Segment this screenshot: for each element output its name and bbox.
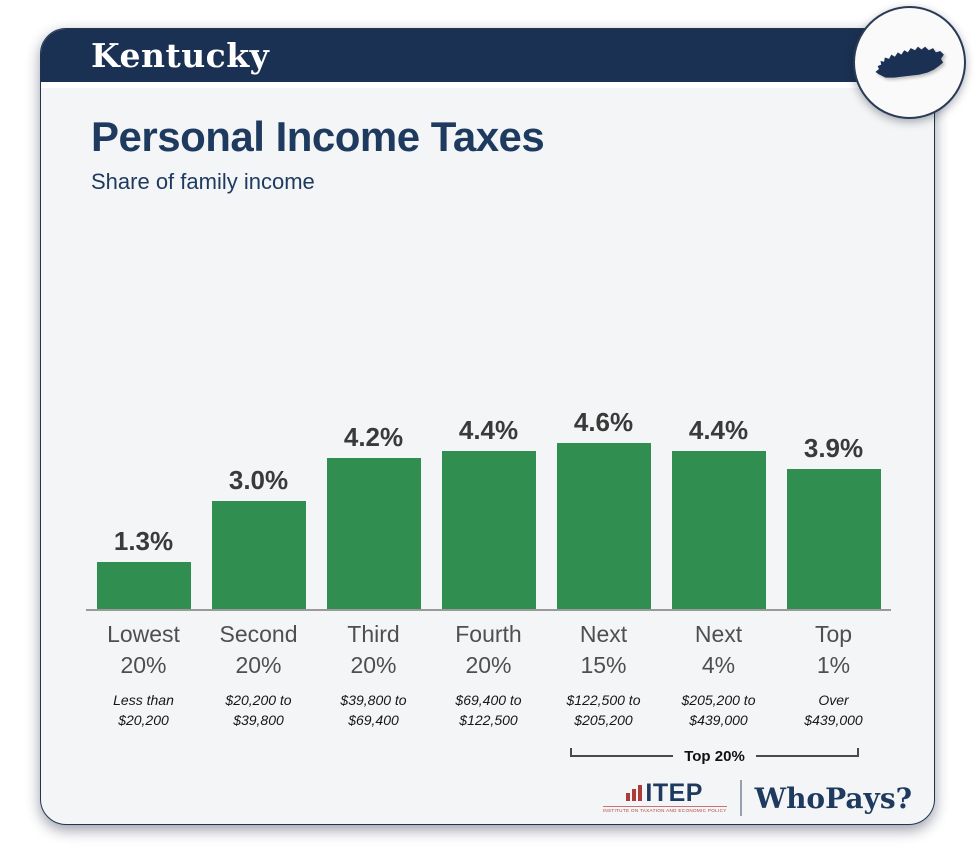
x-axis-line: [86, 609, 891, 611]
axis-labels: Lowest 20% Less than $20,200 Second 20% $20,20…: [86, 619, 891, 730]
bar-chart: 1.3% 3.0% 4.2% 4.4% 4.6% 4.4% 3.9%: [86, 349, 891, 609]
report-card: Kentucky Personal Income Taxes Share of …: [40, 28, 935, 825]
axis-label-column: Top 1% Over $439,000: [776, 619, 891, 730]
header-divider: [41, 82, 934, 88]
bar-column: 4.2%: [316, 422, 431, 609]
bar-column: 4.6%: [546, 407, 661, 609]
axis-label-column: Second 20% $20,200 to $39,800: [201, 619, 316, 730]
income-range-label: $39,800 to $69,400: [340, 692, 407, 728]
bar-value-label: 4.4%: [458, 414, 519, 445]
bar-column: 4.4%: [661, 415, 776, 609]
category-label: Second 20%: [219, 621, 298, 678]
bar: [786, 468, 881, 609]
state-badge: [853, 6, 966, 119]
category-label: Lowest 20%: [107, 621, 180, 678]
bar: [441, 450, 536, 609]
category-label: Top 1%: [814, 621, 853, 678]
income-range-label: Over $439,000: [804, 692, 863, 728]
bar-value-label: 4.6%: [573, 407, 634, 438]
bar: [671, 450, 766, 609]
bar: [556, 443, 651, 609]
header-bar: Kentucky: [41, 29, 934, 82]
category-label: Third 20%: [347, 621, 400, 678]
axis-label-column: Next 15% $122,500 to $205,200: [546, 619, 661, 730]
bar-value-label: 3.9%: [803, 432, 864, 463]
bar-value-label: 4.2%: [343, 421, 404, 452]
category-label: Fourth 20%: [455, 621, 522, 678]
bar-column: 3.0%: [201, 465, 316, 609]
income-range-label: $205,200 to $439,000: [681, 692, 756, 728]
income-range-label: $69,400 to $122,500: [455, 692, 522, 728]
itep-logo-top: ITEP: [626, 778, 703, 807]
bar-value-label: 1.3%: [113, 526, 174, 557]
axis-label-column: Lowest 20% Less than $20,200: [86, 619, 201, 730]
axis-label-column: Fourth 20% $69,400 to $122,500: [431, 619, 546, 730]
itep-logo: ITEP INSTITUTE ON TAXATION AND ECONOMIC …: [602, 778, 727, 814]
category-label: Next 4%: [694, 621, 743, 678]
bar-column: 1.3%: [86, 526, 201, 609]
income-range-label: $122,500 to $205,200: [566, 692, 641, 728]
bracket-line-left: [570, 748, 674, 757]
footer-divider-line: [739, 780, 742, 816]
bar: [211, 501, 306, 609]
bar-value-label: 4.4%: [688, 414, 749, 445]
bar-value-label: 3.0%: [228, 465, 289, 495]
axis-label-column: Third 20% $39,800 to $69,400: [316, 619, 431, 730]
bar-column: 4.4%: [431, 415, 546, 609]
bracket-label: Top 20%: [684, 748, 745, 765]
bar: [96, 562, 191, 609]
bracket-line-right: [755, 748, 860, 757]
state-name: Kentucky: [91, 36, 270, 75]
bar-column: 3.9%: [776, 433, 891, 609]
category-label: Next 15%: [579, 621, 628, 678]
whopays-wordmark: WhoPays?: [754, 781, 912, 815]
page-subtitle: Share of family income: [91, 169, 315, 194]
top20-bracket: Top 20%: [570, 748, 860, 765]
itep-wordmark: ITEP: [645, 778, 703, 807]
bar: [326, 457, 421, 609]
income-range-label: Less than $20,200: [113, 692, 174, 728]
page-title: Personal Income Taxes: [91, 113, 545, 160]
itep-bars-icon: [626, 785, 643, 802]
footer-logos: ITEP INSTITUTE ON TAXATION AND ECONOMIC …: [602, 778, 912, 816]
kentucky-state-icon: [874, 46, 944, 78]
income-range-label: $20,200 to $39,800: [225, 692, 292, 728]
itep-caption: INSTITUTE ON TAXATION AND ECONOMIC POLIC…: [602, 806, 727, 814]
axis-label-column: Next 4% $205,200 to $439,000: [661, 619, 776, 730]
